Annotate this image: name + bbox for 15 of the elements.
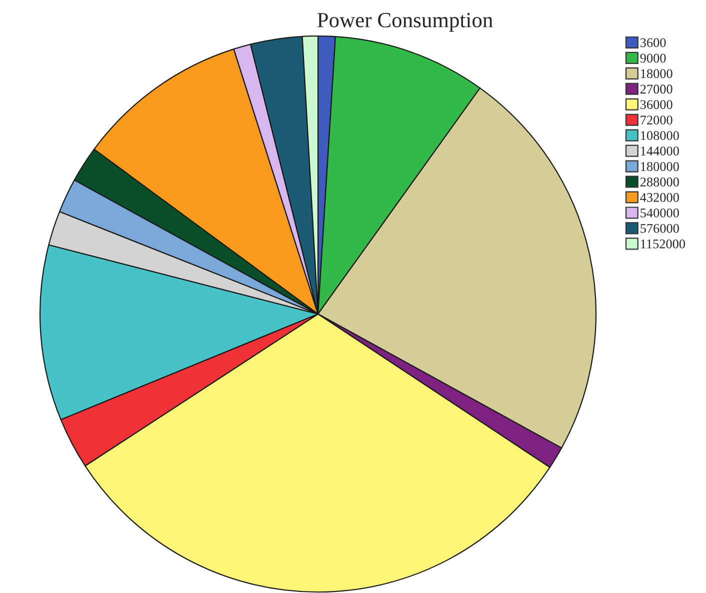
legend-label: 27000 xyxy=(640,84,672,94)
legend-label: 36000 xyxy=(640,100,672,110)
legend-label: 432000 xyxy=(640,193,679,202)
chart-title: Power Consumption xyxy=(317,12,493,32)
legend-label: 144000 xyxy=(641,146,679,156)
legend-label: 72000 xyxy=(640,116,672,125)
legend-label: 576000 xyxy=(640,224,679,233)
legend-label: 288000 xyxy=(640,178,679,186)
legend-label: 108000 xyxy=(641,131,679,140)
legend-label: 3600 xyxy=(640,38,666,48)
legend-label: 9000 xyxy=(640,54,666,63)
legend-label: 18000 xyxy=(641,69,672,78)
legend-label: 1152000 xyxy=(641,239,686,248)
legend-label: 540000 xyxy=(640,208,679,218)
legend-label: 180000 xyxy=(641,162,679,171)
